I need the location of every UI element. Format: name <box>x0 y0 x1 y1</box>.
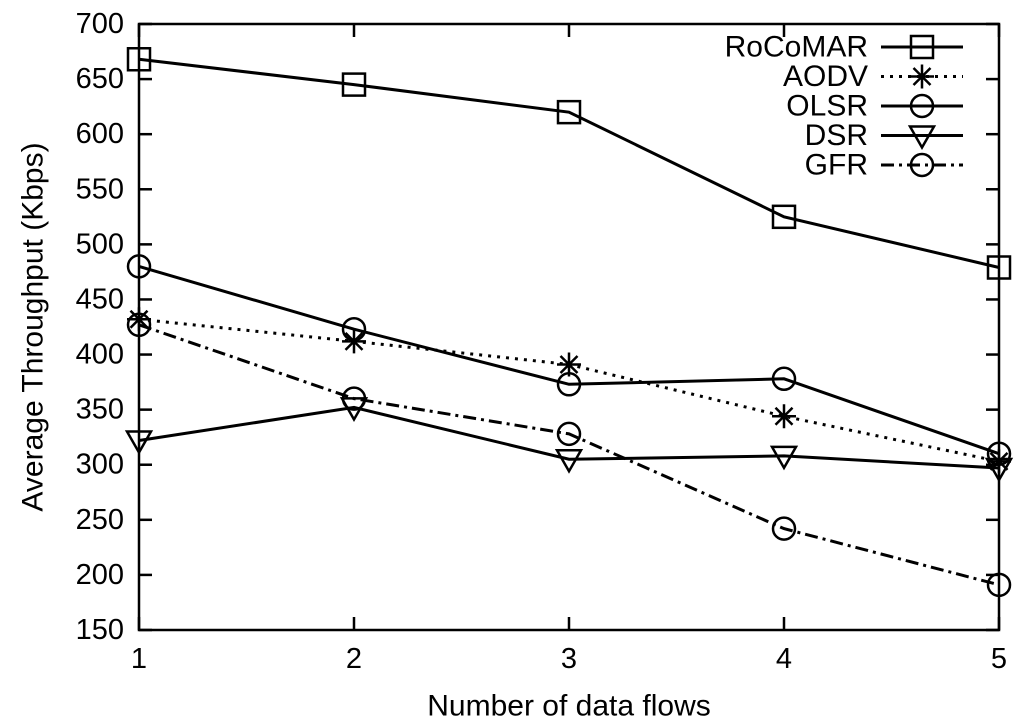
series-rocomar-line <box>138 57 1000 269</box>
series-olsr-marker <box>986 441 1012 466</box>
x-tick-label: 4 <box>776 643 792 675</box>
y-tick-label: 600 <box>76 118 124 150</box>
x-tick-label: 3 <box>561 643 577 675</box>
series-gfr-marker <box>341 386 367 411</box>
series-aodv-marker <box>772 404 796 429</box>
series-gfr-marker <box>556 421 582 447</box>
series-olsr-marker <box>556 372 582 397</box>
y-tick-label: 300 <box>76 449 124 481</box>
x-tick-label: 5 <box>991 643 1007 675</box>
series-aodv-marker <box>987 449 1011 474</box>
legend-marker-rocomar <box>909 34 935 60</box>
series-rocomar-marker <box>986 255 1012 280</box>
series-olsr-marker <box>126 254 152 279</box>
x-tick-label: 2 <box>346 643 362 675</box>
x-axis-title: Number of data flows <box>427 690 710 723</box>
y-tick-label: 150 <box>76 614 124 646</box>
y-tick-label: 350 <box>76 394 124 426</box>
legend-marker-olsr <box>909 93 935 119</box>
series-gfr-marker <box>126 312 152 338</box>
legend-marker-dsr <box>907 125 937 151</box>
y-tick-label: 400 <box>76 339 124 371</box>
legend-label-dsr: DSR <box>805 119 868 152</box>
series-rocomar-marker <box>771 204 797 230</box>
legend-label-olsr: OLSR <box>786 90 868 123</box>
series-dsr-marker <box>984 457 1014 483</box>
legend-label-gfr: GFR <box>805 149 868 182</box>
plot-border <box>137 22 1001 632</box>
series-gfr-line <box>138 323 1000 587</box>
y-tick-label: 200 <box>76 559 124 591</box>
series-olsr-line <box>138 264 1000 456</box>
series-gfr-marker <box>771 516 797 541</box>
series-rocomar-marker <box>556 99 582 125</box>
series-aodv-line <box>138 317 1000 463</box>
legend-label-rocomar: RoCoMAR <box>725 31 868 64</box>
series-dsr-marker <box>554 448 584 474</box>
legend-marker-gfr <box>909 152 935 178</box>
series-dsr-line <box>138 405 1000 470</box>
y-tick-label: 550 <box>76 173 124 205</box>
y-tick-label: 700 <box>76 8 124 40</box>
y-tick-label: 450 <box>76 283 124 315</box>
y-tick-label: 250 <box>76 504 124 536</box>
legend-marker-aodv <box>910 64 934 89</box>
series-dsr-marker <box>769 445 799 471</box>
series-rocomar-marker <box>341 72 367 97</box>
y-tick-label: 650 <box>76 63 124 95</box>
legend-label-aodv: AODV <box>783 60 868 93</box>
series-olsr-marker <box>771 366 797 392</box>
y-tick-label: 500 <box>76 228 124 260</box>
x-tick-label: 1 <box>131 643 147 675</box>
series-olsr-marker <box>341 316 367 342</box>
series-dsr-marker <box>124 430 154 456</box>
y-axis-title: Average Throughput (Kbps) <box>17 142 50 511</box>
series-gfr-marker <box>986 572 1012 598</box>
series-rocomar-marker <box>126 47 152 72</box>
series-aodv-marker <box>557 352 581 377</box>
series-aodv-marker <box>127 307 151 332</box>
